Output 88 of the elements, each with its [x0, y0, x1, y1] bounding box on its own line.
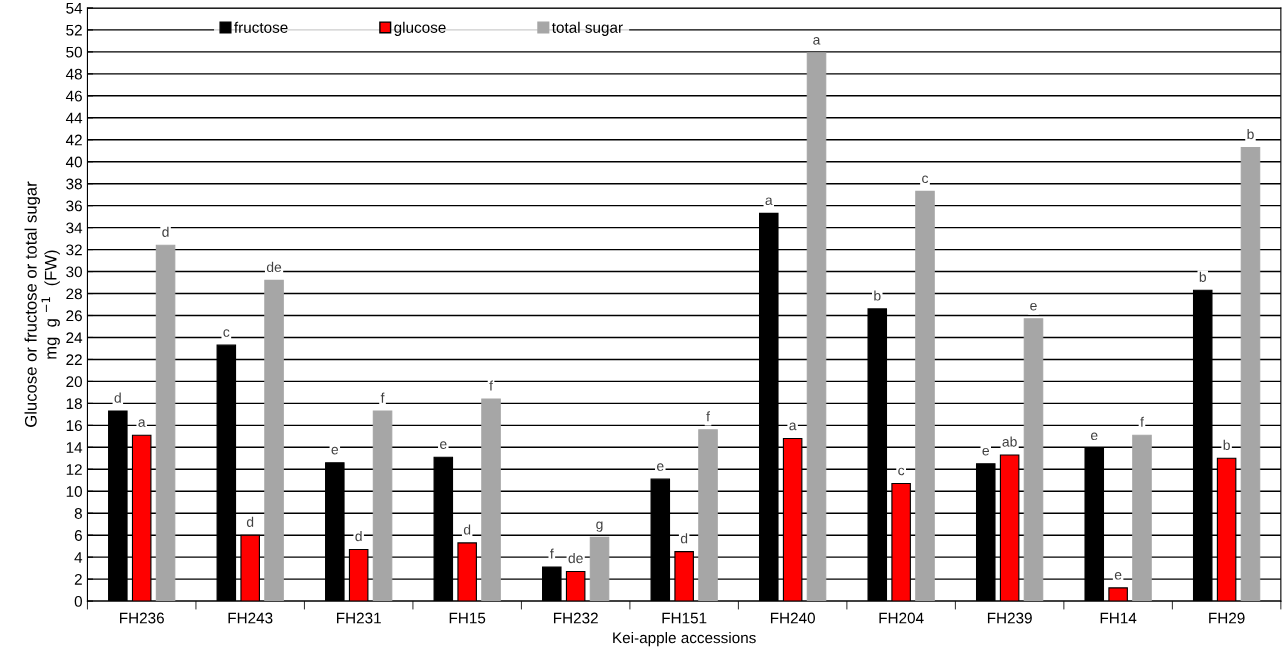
data-label: e [440, 441, 447, 449]
y-tick-label: 16 [66, 420, 82, 432]
data-label: a [138, 419, 146, 427]
y-tick-label: 38 [66, 178, 82, 190]
y-tick-label: 32 [66, 244, 82, 256]
data-label: e [1030, 302, 1037, 311]
y-tick-label: 42 [65, 134, 82, 146]
y-tick-label: 4 [74, 552, 83, 563]
y-tick-label: 18 [66, 398, 82, 410]
data-label: e [331, 446, 339, 455]
x-tick-label: FH204 [879, 612, 924, 624]
y-tick-label: 48 [65, 68, 82, 80]
y-tick-label: 2 [74, 573, 82, 585]
bar [698, 429, 718, 602]
data-label: d [355, 530, 362, 542]
data-label: e [982, 447, 989, 456]
x-tick-label: FH14 [1100, 612, 1137, 624]
data-label: f [706, 411, 710, 422]
x-tick-label: FH231 [337, 612, 381, 624]
data-label: de [568, 552, 583, 564]
legend-label: glucose [394, 21, 446, 36]
data-label: ab [1002, 436, 1017, 447]
y-tick-label: 40 [65, 156, 82, 168]
x-tick-label: FH151 [662, 612, 707, 624]
data-label: d [114, 392, 121, 403]
bar [1023, 318, 1044, 602]
x-tick-label: FH15 [449, 612, 486, 624]
bar [481, 398, 501, 602]
y-axis-title: Glucose or fructose or total sugar mg g $^{−1}$ (FW) [24, 181, 60, 427]
bar [915, 190, 935, 602]
y-tick-label: 26 [66, 310, 82, 322]
y-tick-label: 14 [66, 442, 83, 453]
bar [1240, 146, 1261, 602]
data-label: b [1223, 439, 1230, 450]
data-label: f [489, 380, 493, 391]
data-label: c [223, 329, 230, 337]
y-tick-label: 8 [74, 508, 82, 519]
x-tick-label: FH29 [1209, 612, 1245, 624]
x-tick-label: FH239 [987, 612, 1032, 624]
y-tick-label: 54 [66, 2, 83, 14]
x-tick-label: FH236 [120, 612, 164, 624]
y-tick-label: 6 [74, 530, 82, 541]
legend-label: fructose [234, 21, 288, 33]
y-tick-label: 10 [66, 486, 82, 497]
data-label: e [1114, 572, 1122, 580]
y-tick-label: 0 [74, 595, 82, 607]
data-label: f [1140, 416, 1144, 427]
y-tick-label: 24 [66, 332, 83, 344]
data-label: d [680, 533, 688, 544]
data-label: a [789, 422, 797, 431]
legend-label: total sugar [551, 21, 623, 36]
x-axis-title: Kei-apple accessions [613, 632, 756, 647]
y-tick-label: 44 [65, 112, 83, 124]
data-label: a [813, 37, 821, 45]
y-tick-label: 28 [66, 288, 82, 300]
data-label: de [266, 261, 282, 273]
bar [155, 244, 176, 602]
bar [806, 52, 827, 602]
y-tick-label: 30 [66, 266, 82, 278]
bar [372, 410, 393, 602]
bar [264, 279, 284, 602]
y-tick-label: 20 [66, 376, 82, 388]
data-label: d [246, 516, 254, 527]
x-tick-label: FH232 [553, 612, 598, 624]
data-label: a [765, 197, 773, 206]
y-tick-label: 36 [66, 200, 82, 212]
data-label: d [463, 524, 471, 535]
bar [589, 536, 610, 602]
data-label: c [898, 467, 905, 476]
data-label: g [596, 521, 603, 532]
x-tick-label: FH240 [770, 612, 815, 624]
data-label: b [1247, 128, 1254, 140]
y-tick-label: 52 [66, 24, 82, 36]
y-tick-label: 50 [66, 46, 82, 58]
data-label: d [162, 226, 169, 237]
y-tick-label: 34 [66, 222, 83, 234]
data-label: c [922, 175, 929, 184]
data-label: b [874, 290, 881, 301]
y-tick-label: 22 [66, 354, 82, 365]
data-label: e [657, 463, 664, 471]
y-tick-label: 12 [66, 464, 82, 475]
bar [1132, 434, 1152, 602]
data-label: f [380, 392, 385, 403]
x-tick-label: FH243 [228, 612, 273, 624]
y-tick-label: 46 [65, 90, 82, 102]
data-label: f [550, 548, 554, 559]
data-label: e [1090, 432, 1098, 441]
data-label: b [1199, 271, 1207, 282]
